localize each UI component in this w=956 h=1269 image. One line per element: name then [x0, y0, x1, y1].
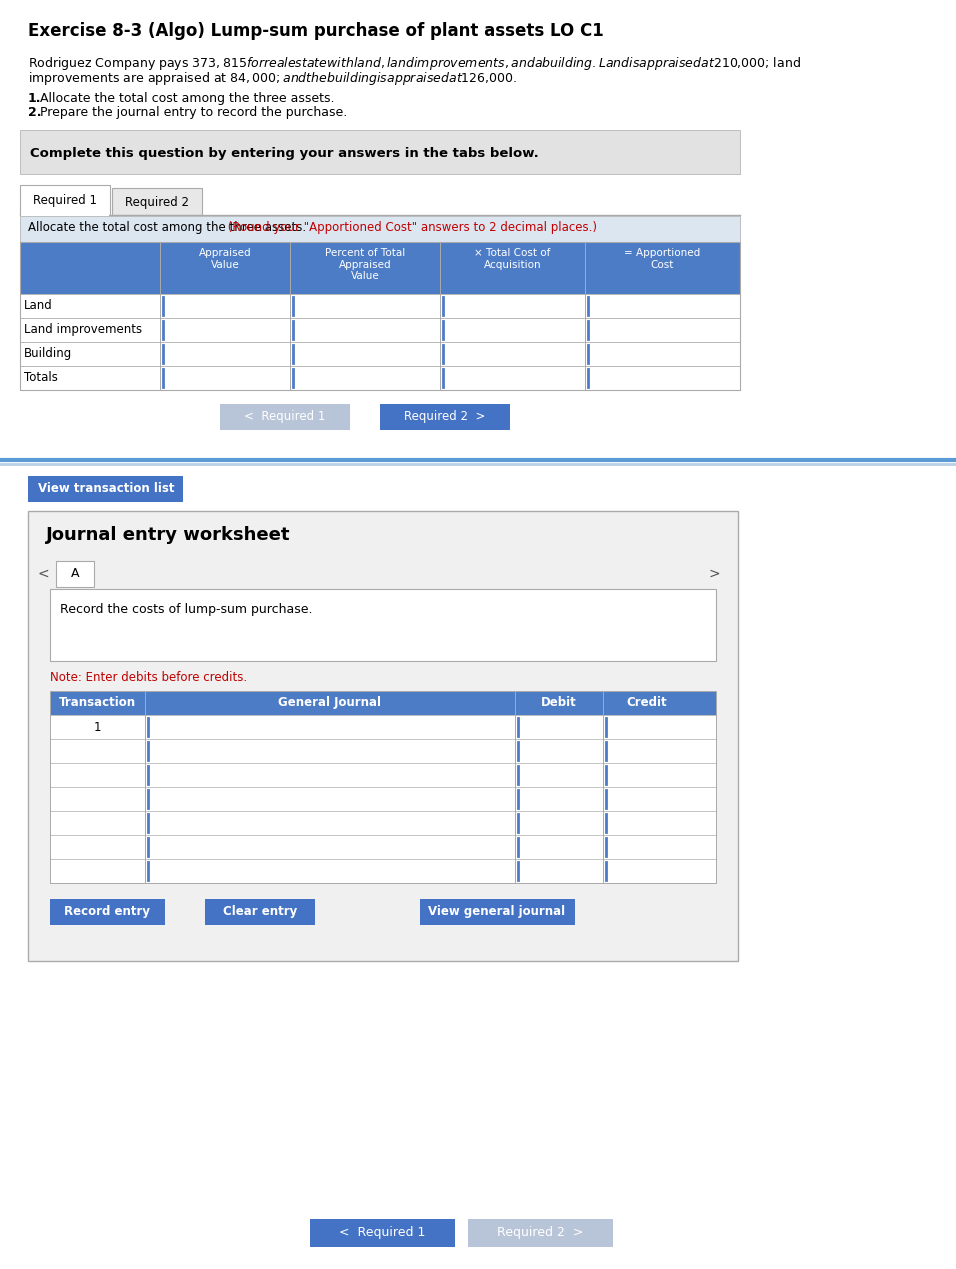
- Bar: [50, 763, 716, 787]
- Text: <  Required 1: < Required 1: [245, 410, 326, 423]
- Bar: [56, 561, 94, 588]
- Bar: [20, 242, 740, 390]
- Text: View general journal: View general journal: [428, 905, 566, 917]
- Text: Debit: Debit: [541, 695, 576, 709]
- Bar: [50, 692, 716, 714]
- Text: Required 2  >: Required 2 >: [497, 1226, 583, 1239]
- Text: 1.: 1.: [28, 91, 41, 105]
- Text: Record the costs of lump-sum purchase.: Record the costs of lump-sum purchase.: [60, 603, 313, 615]
- Text: A: A: [71, 567, 79, 580]
- Text: Transaction: Transaction: [59, 695, 136, 709]
- Text: (Round your "Apportioned Cost" answers to 2 decimal places.): (Round your "Apportioned Cost" answers t…: [224, 221, 597, 233]
- Text: View transaction list: View transaction list: [37, 482, 174, 495]
- Text: Land: Land: [24, 299, 53, 312]
- Text: Appraised
Value: Appraised Value: [199, 247, 251, 269]
- Text: Land improvements: Land improvements: [24, 324, 142, 336]
- Text: Complete this question by entering your answers in the tabs below.: Complete this question by entering your …: [30, 147, 539, 160]
- Text: 2.: 2.: [28, 107, 41, 119]
- Bar: [28, 511, 738, 961]
- Bar: [50, 589, 716, 661]
- Bar: [21, 214, 109, 217]
- Text: Clear entry: Clear entry: [223, 905, 297, 917]
- Bar: [50, 787, 716, 811]
- Text: Exercise 8-3 (Algo) Lump-sum purchase of plant assets LO C1: Exercise 8-3 (Algo) Lump-sum purchase of…: [28, 22, 604, 41]
- Text: Required 2: Required 2: [125, 195, 189, 209]
- Bar: [50, 835, 716, 859]
- Text: <: <: [38, 567, 50, 581]
- Text: Prepare the journal entry to record the purchase.: Prepare the journal entry to record the …: [40, 107, 347, 119]
- Bar: [20, 365, 740, 390]
- Text: Required 1: Required 1: [33, 194, 97, 207]
- Text: Percent of Total
Appraised
Value: Percent of Total Appraised Value: [325, 247, 405, 282]
- Bar: [20, 216, 740, 242]
- Text: × Total Cost of
Acquisition: × Total Cost of Acquisition: [474, 247, 551, 269]
- Bar: [20, 242, 740, 294]
- Text: Allocate the total cost among the three assets.: Allocate the total cost among the three …: [40, 91, 335, 105]
- Bar: [310, 1220, 455, 1247]
- Text: Rodriguez Company pays $373,815 for real estate with land, land improvements, an: Rodriguez Company pays $373,815 for real…: [28, 55, 801, 72]
- Bar: [420, 898, 575, 925]
- Text: Credit: Credit: [627, 695, 667, 709]
- Bar: [20, 319, 740, 343]
- Text: >: >: [708, 567, 720, 581]
- Bar: [50, 714, 716, 739]
- Bar: [50, 898, 165, 925]
- Text: Journal entry worksheet: Journal entry worksheet: [46, 525, 291, 544]
- Text: <  Required 1: < Required 1: [338, 1226, 425, 1239]
- Bar: [20, 129, 740, 174]
- Text: General Journal: General Journal: [278, 695, 381, 709]
- Text: Building: Building: [24, 346, 73, 360]
- Text: Note: Enter debits before credits.: Note: Enter debits before credits.: [50, 671, 247, 684]
- Bar: [50, 811, 716, 835]
- Bar: [20, 294, 740, 319]
- Text: = Apportioned
Cost: = Apportioned Cost: [624, 247, 701, 269]
- Text: improvements are appraised at $84,000; and the building is appraised at $126,000: improvements are appraised at $84,000; a…: [28, 70, 517, 88]
- Bar: [50, 692, 716, 883]
- Bar: [50, 739, 716, 763]
- Text: 1: 1: [94, 721, 101, 733]
- Bar: [20, 343, 740, 365]
- Text: Totals: Totals: [24, 371, 58, 385]
- Bar: [205, 898, 315, 925]
- Text: Allocate the total cost among the three assets.: Allocate the total cost among the three …: [28, 221, 306, 233]
- Text: Record entry: Record entry: [64, 905, 150, 917]
- Bar: [468, 1220, 613, 1247]
- Bar: [50, 859, 716, 883]
- Bar: [28, 476, 183, 503]
- Text: Required 2  >: Required 2 >: [404, 410, 486, 423]
- Bar: [220, 404, 350, 430]
- Bar: [380, 404, 510, 430]
- Bar: [20, 185, 110, 214]
- Bar: [112, 188, 202, 214]
